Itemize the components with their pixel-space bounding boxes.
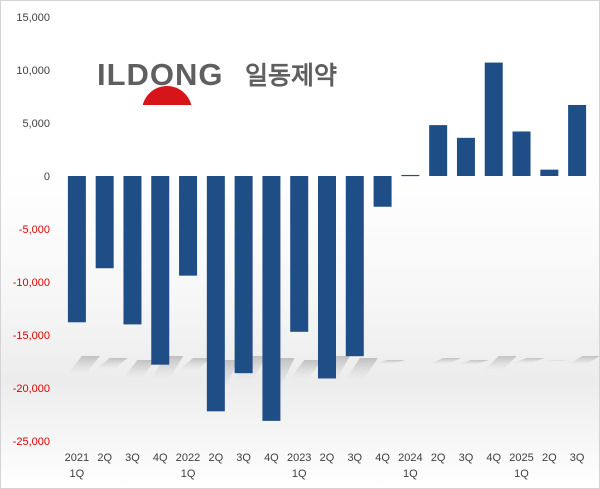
bar <box>151 176 170 365</box>
y-tick-label: 0 <box>44 171 50 183</box>
bar <box>290 176 309 332</box>
bar <box>206 176 225 412</box>
x-tick-label: 4Q <box>153 452 168 464</box>
x-tick-label: 1Q <box>70 468 85 480</box>
y-tick-label: 5,000 <box>22 118 50 130</box>
x-tick-label: 3Q <box>570 452 585 464</box>
y-tick-label: -5,000 <box>19 224 50 236</box>
x-tick-label: 1Q <box>292 468 307 480</box>
bar <box>67 176 86 323</box>
y-tick-label: -15,000 <box>13 330 50 342</box>
bar <box>373 176 392 207</box>
x-tick-label: 3Q <box>459 452 474 464</box>
x-tick-label: 2022 <box>176 452 200 464</box>
bar <box>568 104 587 176</box>
bar <box>179 176 198 276</box>
y-tick-label: -20,000 <box>13 383 50 395</box>
bar <box>512 131 531 176</box>
bar <box>484 62 503 176</box>
bar-reflection <box>151 356 184 379</box>
y-tick-label: -25,000 <box>13 436 50 448</box>
x-tick-label: 1Q <box>403 468 418 480</box>
x-tick-label: 4Q <box>264 452 279 464</box>
bar <box>234 176 253 374</box>
bars <box>67 62 587 421</box>
y-tick-label: 10,000 <box>16 65 50 77</box>
bar <box>540 169 559 176</box>
bar <box>429 125 448 176</box>
logo-wordmark: ILDONG <box>97 57 224 92</box>
x-tick-label: 2021 <box>65 452 89 464</box>
bar <box>456 137 475 176</box>
logo-korean-name: 일동제약 <box>245 61 338 90</box>
bar-reflection <box>345 358 378 380</box>
x-tick-label: 1Q <box>181 468 196 480</box>
bar-reflection <box>290 360 323 379</box>
bar <box>123 176 142 325</box>
x-tick-label: 2Q <box>431 452 446 464</box>
logo-sun-icon <box>142 86 192 105</box>
x-tick-label: 2Q <box>97 452 112 464</box>
x-tick-label: 2024 <box>398 452 422 464</box>
bar-reflection <box>373 360 406 364</box>
bar <box>262 176 281 421</box>
y-tick-label: -10,000 <box>13 277 50 289</box>
x-tick-label: 3Q <box>236 452 251 464</box>
y-axis: 15,000 10,000 5,000 0 -5,000 -10,000 -15,000 -2… <box>13 12 50 448</box>
x-tick-label: 2023 <box>287 452 311 464</box>
x-tick-label: 2Q <box>320 452 335 464</box>
bar-reflection <box>568 356 599 365</box>
x-tick-label: 3Q <box>347 452 362 464</box>
bar-reflection <box>123 360 156 378</box>
bar <box>401 174 420 177</box>
x-tick-label: 1Q <box>514 468 529 480</box>
bar-reflection <box>429 358 462 365</box>
x-tick-label: 4Q <box>375 452 390 464</box>
company-logo: ILDONG 일동제약 <box>87 50 367 105</box>
bar-reflection <box>540 360 573 361</box>
x-tick-label: 2Q <box>208 452 223 464</box>
bar-reflection <box>512 358 545 364</box>
x-tick-label: 2025 <box>509 452 533 464</box>
x-axis: 2021 1Q 2Q 3Q 4Q 2022 1Q 2Q 3Q 4Q 2023 1Q 2Q 3Q 4Q 2024… <box>65 452 585 480</box>
bar-reflection <box>456 360 489 365</box>
bar-reflection <box>67 356 100 374</box>
x-tick-label: 2Q <box>542 452 557 464</box>
x-tick-label: 3Q <box>125 452 140 464</box>
bar-reflection <box>484 356 517 370</box>
bar-reflection <box>179 358 212 370</box>
bar-reflection <box>95 358 128 370</box>
bar <box>345 176 364 357</box>
bar <box>95 176 114 269</box>
bar <box>318 176 336 379</box>
y-tick-label: 15,000 <box>16 12 50 24</box>
x-tick-label: 4Q <box>486 452 501 464</box>
